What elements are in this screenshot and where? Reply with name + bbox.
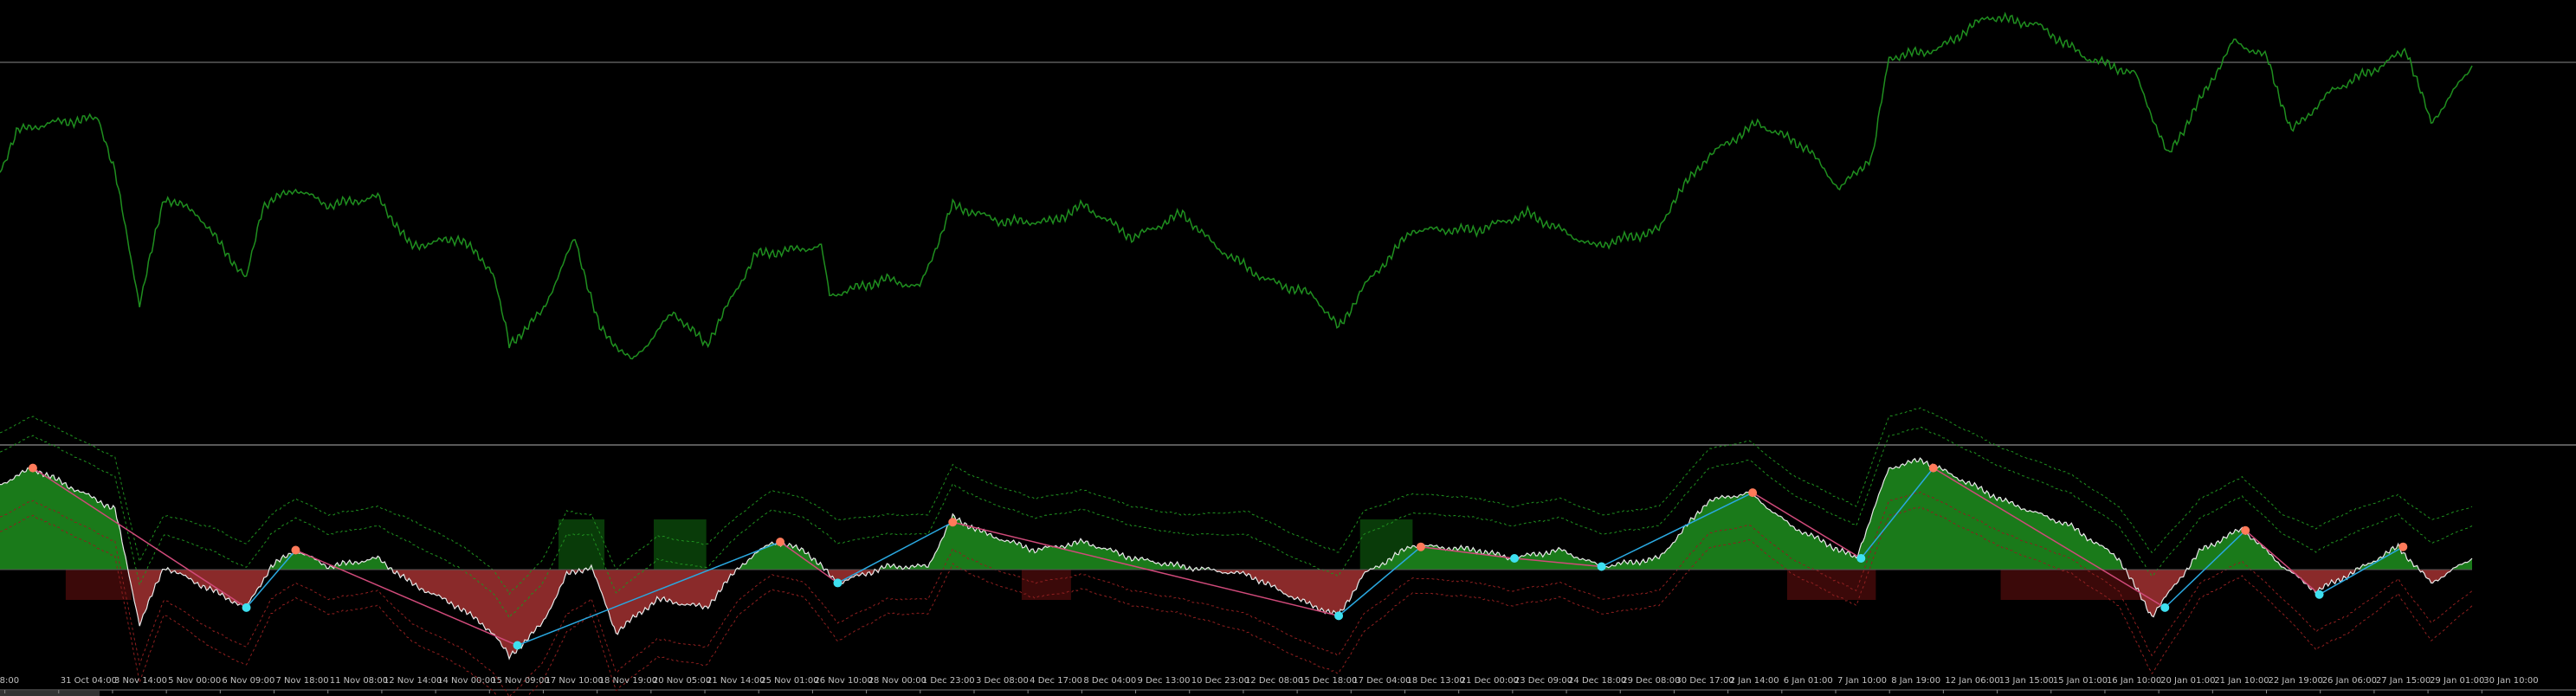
- x-axis-label: 8 Dec 04:00: [1083, 676, 1136, 686]
- x-axis-label: 12 Jan 06:00: [1945, 676, 1999, 686]
- x-axis-label: 18 Dec 13:00: [1406, 676, 1464, 686]
- x-axis-label: 30 Jan 10:00: [2483, 676, 2538, 686]
- oscillator-fill-up: [0, 458, 2472, 570]
- peak-dot: [291, 545, 300, 555]
- x-axis-label: 2 Jan 14:00: [1730, 676, 1779, 686]
- x-axis-label: 17 Dec 04:00: [1353, 676, 1411, 686]
- zigzag-segment: [1860, 467, 1934, 559]
- trough-dot: [833, 578, 843, 588]
- x-axis-label: 26 Nov 10:00: [814, 676, 872, 686]
- zigzag-segment: [1514, 557, 1602, 568]
- oscillator-line: [0, 457, 2473, 661]
- trough-dot: [2160, 603, 2170, 612]
- zigzag-segment: [1752, 492, 1862, 559]
- price-line: [0, 11, 2473, 360]
- x-axis-label: 21 Dec 00:00: [1461, 676, 1519, 686]
- zigzag-segment: [2164, 530, 2246, 609]
- x-axis-label: 14 Nov 00:00: [437, 676, 495, 686]
- trough-dot: [513, 641, 522, 650]
- zigzag-segment: [1420, 545, 1515, 559]
- x-axis-label: 15 Dec 18:00: [1299, 676, 1357, 686]
- peak-dot: [1416, 542, 1425, 551]
- x-axis-label: 31 Oct 04:00: [61, 676, 117, 686]
- zigzag-segment: [837, 521, 953, 584]
- zigzag-segment: [245, 550, 297, 609]
- x-axis-label: 9 Dec 13:00: [1138, 676, 1191, 686]
- x-axis-label: 16 Jan 10:00: [2107, 676, 2161, 686]
- peak-dot: [2398, 542, 2408, 551]
- trend-block: [65, 570, 132, 600]
- zigzag-segment: [1933, 467, 2166, 609]
- x-axis-label: 25 Nov 01:00: [760, 676, 818, 686]
- x-axis-label: 6 Jan 01:00: [1784, 676, 1833, 686]
- peak-dot: [948, 518, 958, 527]
- trend-block: [558, 519, 605, 570]
- trend-block: [1021, 570, 1071, 600]
- x-axis-label: 3 Nov 14:00: [114, 676, 167, 686]
- trend-block: [654, 519, 707, 570]
- zigzag-segment: [2244, 530, 2321, 596]
- zigzag-segment: [2319, 546, 2404, 596]
- peak-dot: [2241, 525, 2250, 535]
- peak-dot: [776, 538, 785, 547]
- x-axis-label: 12 Dec 08:00: [1245, 676, 1303, 686]
- x-axis-label: 20 Nov 05:00: [653, 676, 711, 686]
- peak-dot: [1748, 488, 1758, 498]
- x-axis-label: 17 Nov 10:00: [545, 676, 603, 686]
- zigzag-segment: [32, 467, 247, 609]
- trough-dot: [242, 603, 251, 612]
- x-axis-label: 29 Jan 01:00: [2430, 676, 2484, 686]
- x-axis-label: 21 Nov 14:00: [707, 676, 765, 686]
- band-line: [0, 491, 2473, 696]
- peak-dot: [1928, 463, 1938, 473]
- zigzag-segment: [517, 541, 781, 647]
- trend-block: [1786, 570, 1876, 600]
- trough-dot: [1510, 553, 1520, 563]
- x-axis-label: 20 Jan 01:00: [2160, 676, 2215, 686]
- x-axis-label: 28 Nov 00:00: [868, 676, 926, 686]
- x-axis-label: 29 Dec 08:00: [1622, 676, 1680, 686]
- x-axis-label: 8:00: [0, 676, 19, 686]
- x-axis-label: 8 Jan 19:00: [1891, 676, 1940, 686]
- x-axis-label: 3 Dec 08:00: [976, 676, 1029, 686]
- x-axis-label: 13 Jan 15:00: [1999, 676, 2054, 686]
- x-axis-label: 15 Nov 09:00: [491, 676, 549, 686]
- x-axis-label: 30 Dec 17:00: [1675, 676, 1733, 686]
- scroll-tab[interactable]: [0, 691, 100, 696]
- x-axis-label: 21 Jan 10:00: [2214, 676, 2269, 686]
- band-line: [0, 426, 2473, 619]
- x-axis-label: 18 Nov 19:00: [599, 676, 657, 686]
- trough-dot: [2315, 590, 2324, 599]
- x-axis-label: 10 Dec 23:00: [1191, 676, 1249, 686]
- x-axis-label: 7 Jan 10:00: [1837, 676, 1887, 686]
- x-axis-label: 15 Jan 01:00: [2053, 676, 2108, 686]
- zigzag-segment: [295, 549, 518, 647]
- x-axis-label: 5 Nov 00:00: [168, 676, 221, 686]
- x-axis-label: 11 Nov 08:00: [330, 676, 388, 686]
- zigzag-segment: [1601, 492, 1753, 568]
- zigzag-segment: [952, 521, 1340, 617]
- x-axis-label: 12 Nov 14:00: [384, 676, 442, 686]
- trough-dot: [1334, 611, 1344, 621]
- x-axis-label: 24 Dec 18:00: [1568, 676, 1626, 686]
- zigzag-segment: [1338, 546, 1422, 616]
- zigzag-segment: [779, 541, 838, 584]
- x-axis-label: 6 Nov 09:00: [222, 676, 274, 686]
- peak-dot: [28, 463, 37, 473]
- x-axis-label: 7 Nov 18:00: [276, 676, 329, 686]
- x-axis-label: 4 Dec 17:00: [1030, 676, 1082, 686]
- x-axis-label: 1 Dec 23:00: [922, 676, 975, 686]
- trough-dot: [1856, 553, 1866, 563]
- x-axis-label: 27 Jan 15:00: [2376, 676, 2431, 686]
- oscillator-fill-down: [0, 570, 2472, 659]
- x-axis-label: 23 Dec 09:00: [1514, 676, 1572, 686]
- band-line: [0, 407, 2473, 596]
- x-axis-label: 22 Jan 19:00: [2269, 676, 2323, 686]
- x-axis-label: 26 Jan 06:00: [2322, 676, 2377, 686]
- trough-dot: [1597, 562, 1606, 571]
